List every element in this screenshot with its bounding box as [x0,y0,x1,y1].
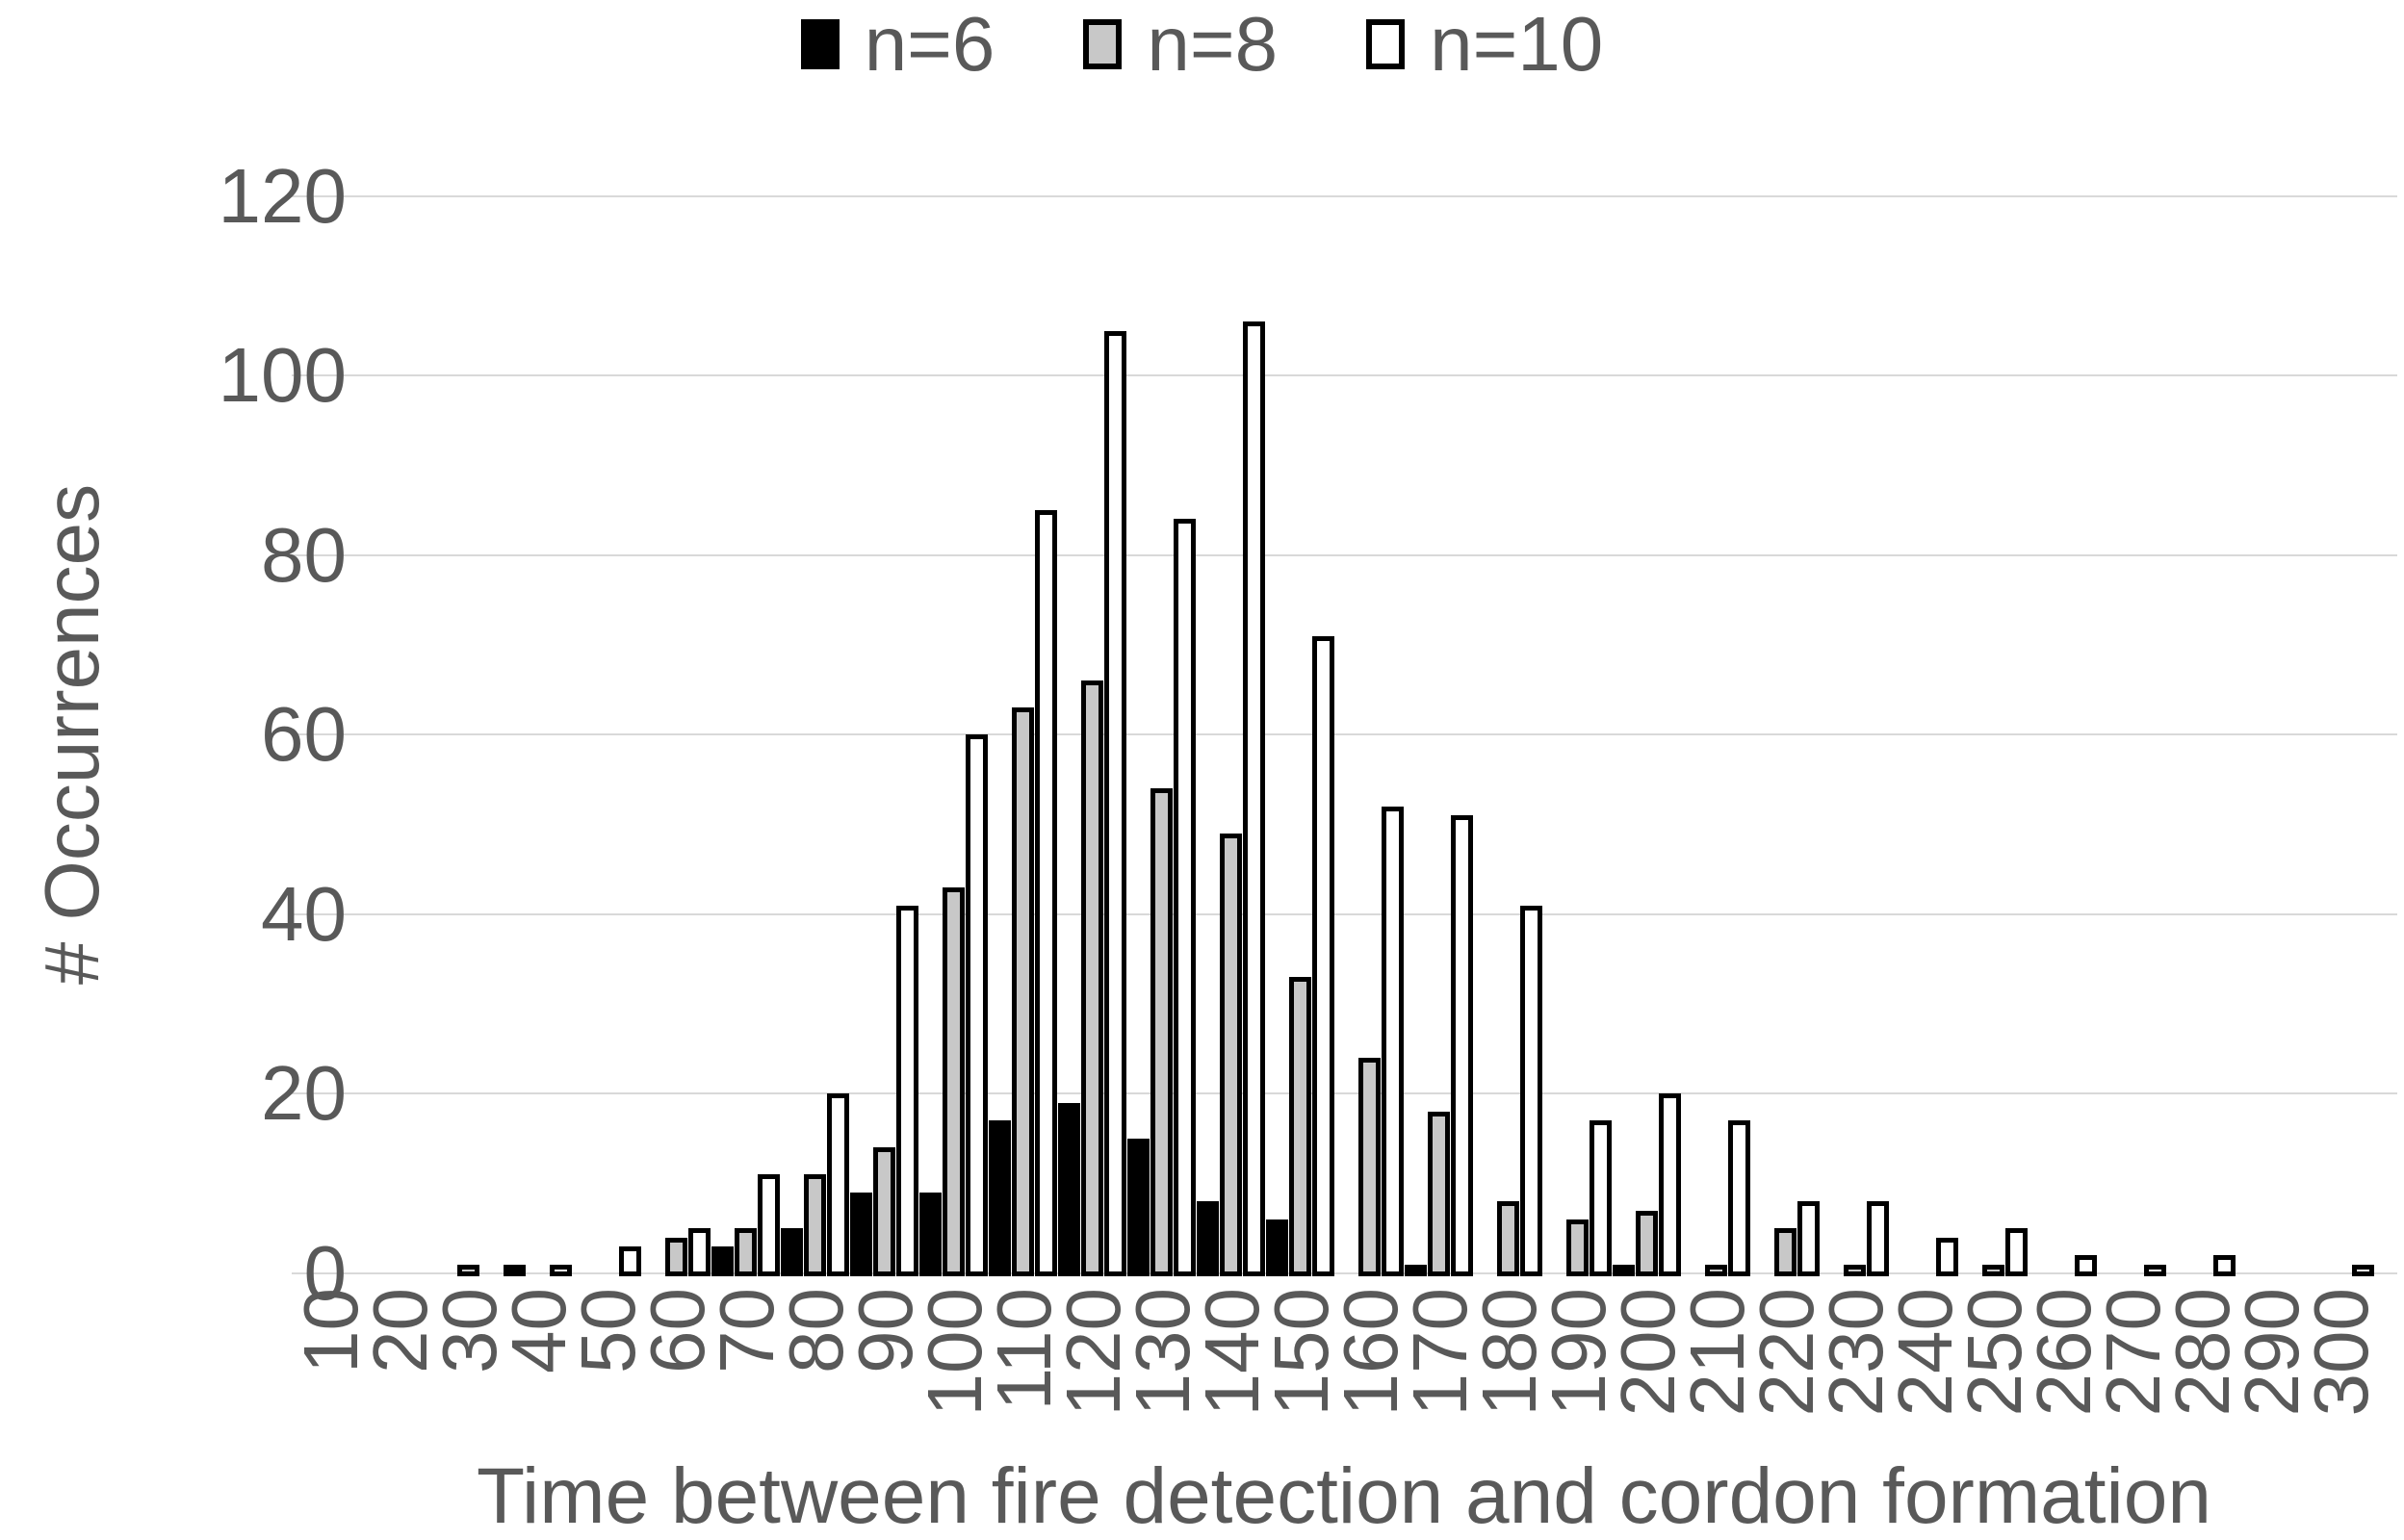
bar-n8-x160 [1357,1058,1381,1276]
legend-swatch-icon-n10 [1366,19,1406,69]
bar-n10-x180 [1519,905,1542,1276]
bar-n8-x80 [803,1174,826,1276]
x-tick-label-300: 300 [2298,1288,2384,1417]
legend-item-n6: n=6 [800,1,995,87]
y-tick-label-120: 120 [218,152,347,239]
bar-n8-x110 [1011,707,1034,1276]
bar-n10-x100 [965,734,988,1276]
bar-n6-x100 [918,1193,942,1276]
legend-swatch-icon-n6 [800,19,840,69]
bar-n10-x40 [549,1264,572,1276]
bar-n6-x80 [780,1228,803,1276]
legend-label: n=8 [1147,1,1279,87]
bar-n6-x110 [988,1120,1011,1276]
bar-n10-x130 [1173,519,1196,1276]
y-tick-label-80: 80 [261,511,347,598]
bar-n6-x70 [711,1246,734,1276]
bar-n10-x220 [1797,1201,1820,1276]
bar-n8-x180 [1496,1201,1519,1276]
gridline-y60 [292,733,2397,736]
y-tick-label-20: 20 [261,1050,347,1137]
bar-n10-x300 [2351,1264,2374,1276]
gridline-y120 [292,194,2397,197]
bar-n8-x100 [942,886,965,1276]
y-tick-label-40: 40 [261,870,347,957]
bar-n8-x150 [1288,977,1311,1276]
bar-n6-x170 [1404,1264,1427,1276]
legend-item-n8: n=8 [1083,6,1278,83]
bar-n6-x150 [1265,1219,1288,1276]
bar-n8-x120 [1080,680,1103,1276]
bar-n8-x130 [1150,788,1173,1276]
y-tick-label-100: 100 [218,332,347,419]
bar-n8-x90 [872,1147,895,1276]
bar-n10-x190 [1589,1120,1612,1276]
legend-label: n=10 [1430,1,1604,87]
bar-n10-x270 [2143,1264,2166,1276]
gridline-y80 [292,553,2397,556]
bar-n10-x240 [1935,1237,1958,1276]
bar-n6-x40 [503,1264,526,1276]
legend-label: n=6 [864,1,995,87]
bar-n10-x50 [618,1246,641,1276]
bar-n8-x170 [1427,1112,1450,1276]
bar-n6-x200 [1612,1264,1635,1276]
bar-n8-x190 [1565,1219,1589,1276]
bar-n8-x200 [1635,1210,1658,1276]
bar-n10-x170 [1450,815,1473,1276]
legend: n=6 n=8 n=10 [0,6,2404,83]
bar-n8-x30 [456,1264,479,1276]
bar-n8-x70 [734,1228,757,1276]
bar-n8-x250 [1981,1264,2004,1276]
bar-n8-x210 [1704,1264,1727,1276]
y-axis-title: # Occurrences [29,483,115,986]
bar-n10-x120 [1103,330,1126,1276]
legend-item-n10: n=10 [1366,6,1603,83]
bar-n10-x160 [1381,806,1404,1276]
bar-n6-x90 [849,1193,872,1276]
bar-n10-x210 [1727,1120,1750,1276]
bar-n10-x280 [2212,1255,2236,1276]
bar-n10-x110 [1034,510,1057,1276]
gridline-y100 [292,374,2397,377]
bar-n8-x60 [664,1237,687,1276]
y-tick-label-0: 0 [303,1230,348,1316]
gridline-y40 [292,912,2397,915]
bar-n10-x150 [1311,635,1334,1276]
bar-n8-x230 [1843,1264,1866,1276]
bar-n6-x120 [1057,1102,1080,1276]
bar-n10-x70 [757,1174,780,1276]
gridline-y20 [292,1092,2397,1095]
x-axis-title: Time between fire detection and cordon f… [477,1452,2211,1540]
bar-n10-x260 [2074,1255,2097,1276]
y-tick-label-60: 60 [261,691,347,778]
bar-n8-x140 [1219,833,1242,1276]
bar-n10-x250 [2004,1228,2028,1276]
bar-n10-x140 [1242,321,1265,1276]
bar-n6-x140 [1196,1201,1219,1276]
bar-n10-x80 [826,1093,849,1276]
bar-n10-x200 [1658,1093,1681,1276]
legend-swatch-icon-n8 [1083,19,1123,69]
bar-n8-x220 [1773,1228,1797,1276]
bar-n10-x90 [895,905,918,1276]
bar-n6-x130 [1126,1139,1150,1276]
bar-n10-x230 [1866,1201,1889,1276]
gridline-y0 [292,1272,2397,1274]
bar-n10-x60 [687,1228,711,1276]
